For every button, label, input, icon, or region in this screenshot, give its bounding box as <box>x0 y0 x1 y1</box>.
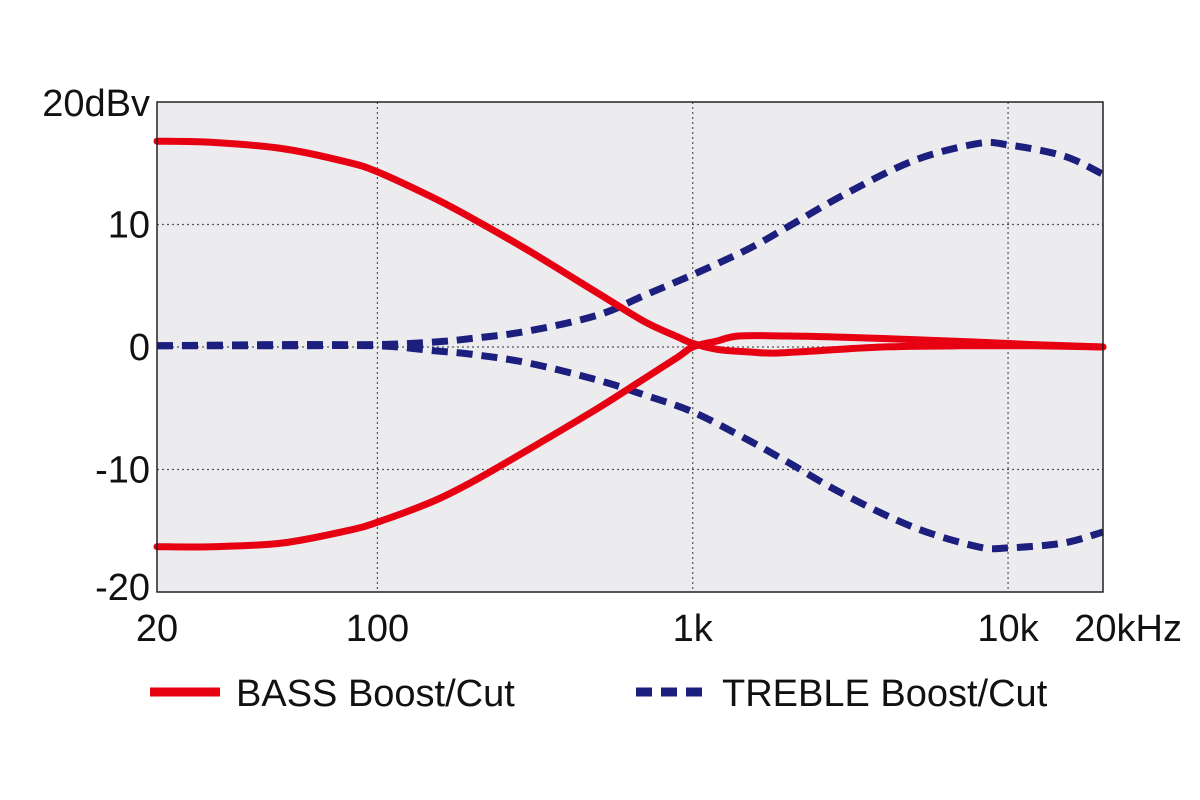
x-tick-label: 20 <box>136 608 178 650</box>
y-tick-label: 0 <box>129 327 150 369</box>
y-tick-label: 20dBv <box>42 83 150 125</box>
y-tick-label: -10 <box>95 450 150 492</box>
legend: BASS Boost/Cut TREBLE Boost/Cut <box>150 673 1048 715</box>
bass-boost-curve <box>153 137 1107 357</box>
x-tick-label: 20kHz <box>1074 608 1182 650</box>
bass-cut-curve <box>153 332 1107 551</box>
plot-frame <box>156 101 1104 593</box>
x-tick-label: 1k <box>673 608 714 650</box>
y-tick-label: -20 <box>95 567 150 609</box>
treble-cut-curve <box>157 341 1104 553</box>
curves <box>153 137 1107 553</box>
y-axis-ticks: 20dBv 10 0 -10 -20 <box>42 83 150 609</box>
x-axis-ticks: 20 100 1k 10k 20kHz <box>136 608 1182 650</box>
legend-label-bass: BASS Boost/Cut <box>236 673 515 715</box>
y-tick-label: 10 <box>108 205 150 247</box>
x-tick-label: 10k <box>977 608 1039 650</box>
x-tick-label: 100 <box>346 608 409 650</box>
legend-label-treble: TREBLE Boost/Cut <box>722 673 1048 715</box>
